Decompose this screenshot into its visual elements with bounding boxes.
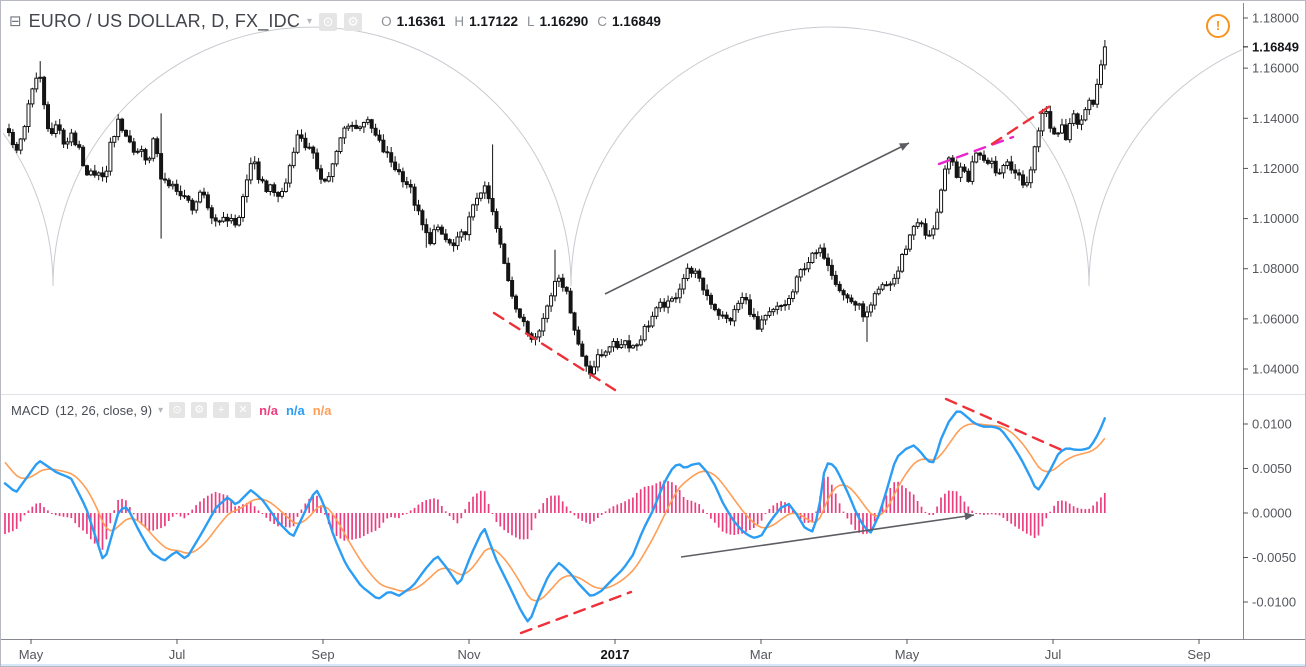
- settings-gear-icon[interactable]: ⚙: [344, 12, 363, 31]
- bottom-highlight-strip: [1, 664, 1305, 666]
- chevron-down-icon[interactable]: ▾: [158, 404, 164, 416]
- symbol-header: ⊟ EURO / US DOLLAR, D, FX_IDC ▾ ⊙ ⚙ O 1.…: [9, 11, 665, 32]
- macd-axis-label: 0.0000: [1252, 506, 1292, 521]
- macd-line: [3, 410, 1106, 623]
- ohlc-low-value: 1.16290: [539, 14, 589, 29]
- arrow-drawing[interactable]: [680, 514, 975, 558]
- price-axis[interactable]: 1.18000 1.16000 1.14000 1.12000 1.10000 1.080…: [1243, 11, 1299, 377]
- macd-value-histogram: n/a: [259, 402, 278, 418]
- arrow-head: [964, 512, 974, 521]
- trend-line-drawing[interactable]: [492, 311, 617, 392]
- macd-axis-label: -0.0100: [1252, 595, 1296, 610]
- macd-axis[interactable]: 0.0100 0.0050 0.0000 -0.0050 -0.0100: [1243, 417, 1296, 610]
- price-pane[interactable]: [1, 26, 1306, 392]
- macd-label[interactable]: MACD: [11, 402, 50, 418]
- arrow-head: [899, 143, 909, 151]
- price-axis-label: 1.08000: [1252, 261, 1299, 276]
- macd-axis-label: 0.0050: [1252, 461, 1292, 476]
- collapse-pane-icon[interactable]: ⊟: [9, 13, 22, 30]
- price-axis-label: 1.06000: [1252, 311, 1299, 326]
- chevron-down-icon[interactable]: ▾: [307, 16, 313, 27]
- time-axis-label: Sep: [311, 647, 334, 662]
- candlestick-series: [7, 40, 1107, 379]
- macd-value-signal: n/a: [312, 402, 332, 418]
- visibility-icon[interactable]: ⊙: [169, 402, 186, 418]
- price-axis-label: 1.14000: [1252, 111, 1299, 126]
- add-icon[interactable]: +: [213, 402, 230, 418]
- macd-pane[interactable]: [3, 397, 1106, 635]
- time-axis-label: May: [895, 647, 920, 662]
- visibility-icon[interactable]: ⊙: [319, 12, 338, 31]
- ohlc-close-value: 1.16849: [612, 14, 661, 29]
- time-axis-label: Sep: [1187, 647, 1210, 662]
- price-axis-label: 1.16000: [1252, 61, 1299, 76]
- ohlc-open-value: 1.16361: [396, 14, 446, 29]
- settings-gear-icon[interactable]: ⚙: [191, 402, 208, 418]
- ohlc-low-label: L: [526, 14, 535, 29]
- close-icon[interactable]: ✕: [235, 402, 252, 418]
- trend-line-drawing[interactable]: [519, 590, 633, 635]
- cycle-arc[interactable]: [570, 26, 1090, 287]
- time-axis[interactable]: May Jul Sep Nov 2017 Mar May Jul Sep: [19, 639, 1211, 662]
- trend-line-drawing[interactable]: [937, 135, 1015, 166]
- ohlc-high-label: H: [454, 14, 465, 29]
- arrow-drawing[interactable]: [604, 142, 910, 295]
- cycle-arc[interactable]: [1, 27, 54, 287]
- price-axis-label: 1.18000: [1252, 11, 1299, 26]
- time-axis-label: Jul: [1045, 647, 1062, 662]
- ohlc-open-label: O: [381, 14, 392, 29]
- macd-params: (12, 26, close, 9): [55, 402, 153, 418]
- price-axis-label: 1.12000: [1252, 161, 1299, 176]
- alert-warning-icon[interactable]: !: [1206, 14, 1230, 38]
- symbol-title[interactable]: EURO / US DOLLAR, D, FX_IDC: [28, 11, 301, 31]
- ohlc-high-value: 1.17122: [469, 14, 518, 29]
- macd-histogram: [4, 476, 1106, 550]
- price-axis-label: 1.10000: [1252, 211, 1299, 226]
- cycle-arc[interactable]: [52, 26, 572, 287]
- time-axis-label: Nov: [457, 647, 481, 662]
- time-axis-label: 2017: [601, 647, 630, 662]
- macd-indicator-header: MACD (12, 26, close, 9) ▾ ⊙ ⚙ + ✕ n/a n/…: [11, 402, 332, 418]
- macd-axis-label: -0.0050: [1252, 550, 1296, 565]
- trend-line-drawing[interactable]: [990, 102, 1055, 146]
- cycle-arc[interactable]: [1088, 27, 1306, 287]
- last-price-label: 1.16849: [1252, 39, 1299, 54]
- time-axis-label: Mar: [750, 647, 773, 662]
- macd-value-macd: n/a: [285, 402, 305, 418]
- time-axis-label: Jul: [169, 647, 186, 662]
- trend-line-drawing[interactable]: [944, 397, 1066, 453]
- ohlc-readout: O 1.16361 H 1.17122 L 1.16290 C 1.16849: [381, 14, 665, 29]
- macd-axis-label: 0.0100: [1252, 417, 1292, 432]
- ohlc-close-label: C: [597, 14, 608, 29]
- time-axis-label: May: [19, 647, 44, 662]
- price-axis-label: 1.04000: [1252, 362, 1299, 377]
